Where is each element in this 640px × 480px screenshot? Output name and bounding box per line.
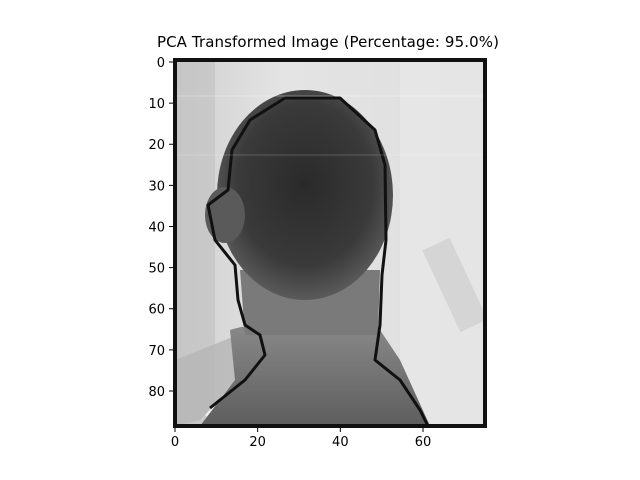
x-axis: 0 20 40 60 <box>171 428 431 450</box>
y-tick-label: 60 <box>148 303 165 318</box>
y-axis: 0 10 20 30 40 50 60 70 80 <box>148 56 173 400</box>
x-tick-label: 40 <box>332 435 349 450</box>
y-tick-label: 80 <box>148 385 165 400</box>
y-tick-label: 10 <box>148 97 165 112</box>
y-tick-label: 0 <box>157 56 165 71</box>
y-tick-label: 70 <box>148 344 165 359</box>
y-tick-label: 20 <box>148 138 165 153</box>
x-tick-label: 20 <box>249 435 266 450</box>
x-tick-label: 60 <box>415 435 432 450</box>
x-tick-label: 0 <box>171 435 179 450</box>
pca-image <box>175 60 488 426</box>
y-tick-label: 40 <box>148 220 165 235</box>
y-tick-label: 50 <box>148 262 165 277</box>
y-tick-label: 30 <box>148 179 165 194</box>
